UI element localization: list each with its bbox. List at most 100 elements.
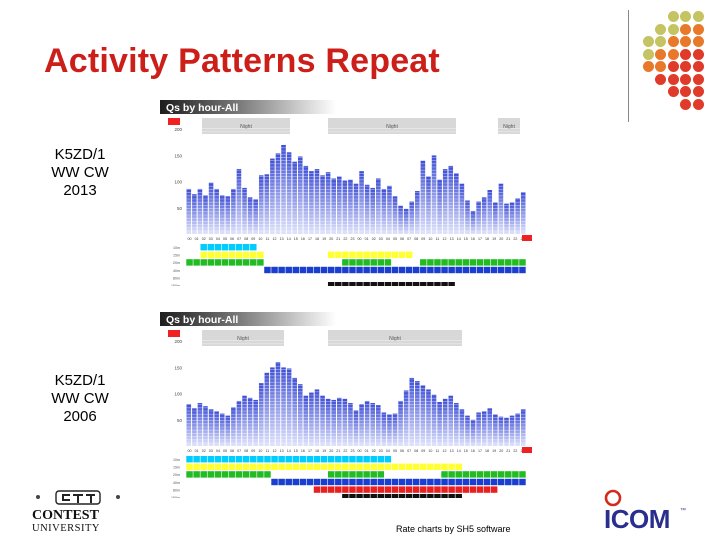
band-cell <box>377 282 385 286</box>
band-cell <box>441 259 448 266</box>
band-cell <box>398 251 406 258</box>
decorative-dot <box>692 73 704 85</box>
band-cell <box>320 266 328 274</box>
x-tick-label: 07 <box>237 449 241 453</box>
band-cell <box>327 486 335 493</box>
band-cell <box>483 259 491 266</box>
band-cell <box>306 478 314 486</box>
band-cell <box>342 266 349 274</box>
band-cell <box>455 494 462 498</box>
band-cell <box>398 486 406 493</box>
decorative-dot <box>642 48 654 60</box>
band-cell <box>448 282 455 286</box>
rate-bar <box>331 178 336 234</box>
band-cell <box>505 259 512 266</box>
band-cell <box>363 266 370 274</box>
band-cell <box>448 266 455 274</box>
band-cell <box>512 478 519 486</box>
band-cell <box>377 486 385 493</box>
chart-title: Qs by hour-All <box>166 314 238 326</box>
decorative-dot <box>667 61 679 72</box>
band-cell <box>250 259 257 266</box>
band-cell <box>476 471 484 478</box>
decorative-dot <box>680 61 691 72</box>
rate-bar <box>448 165 454 234</box>
x-tick-label: 22 <box>343 449 347 453</box>
band-cell <box>427 282 434 286</box>
band-cell <box>427 478 434 486</box>
rate-bar <box>370 187 376 234</box>
band-cell <box>462 478 470 486</box>
rate-bar <box>498 416 504 446</box>
band-cell <box>235 259 243 266</box>
decorative-dot <box>667 23 679 35</box>
band-label: 80m <box>173 276 180 280</box>
chart-title: Qs by hour-All <box>166 102 238 114</box>
band-cell <box>193 471 200 478</box>
rate-bar <box>415 191 420 234</box>
x-tick-label: 08 <box>244 237 248 241</box>
band-cell <box>370 463 377 470</box>
rate-bar <box>270 367 275 446</box>
band-cell <box>469 259 477 266</box>
band-cell <box>221 463 229 470</box>
band-cell <box>242 463 250 470</box>
rate-bar <box>348 403 353 446</box>
rate-bar <box>203 406 208 446</box>
band-cell <box>434 478 441 486</box>
x-tick-label: 04 <box>216 449 220 453</box>
rate-bar <box>364 400 370 446</box>
x-tick-label: 13 <box>450 449 454 453</box>
band-cell <box>242 251 250 258</box>
night-label: Night <box>240 124 252 130</box>
band-cell <box>469 266 477 274</box>
band-cell <box>519 259 526 266</box>
band-cell <box>313 486 321 493</box>
x-tick-label: 02 <box>202 237 206 241</box>
band-cell <box>448 478 455 486</box>
band-cell <box>434 494 441 498</box>
band-cell <box>193 456 200 463</box>
rate-bar <box>342 180 348 234</box>
rate-bar <box>409 201 415 234</box>
band-cell <box>271 478 278 486</box>
band-cell <box>214 456 222 463</box>
band-cell <box>412 478 420 486</box>
band-cell <box>398 478 406 486</box>
band-cell <box>505 478 512 486</box>
band-cell <box>327 463 335 470</box>
band-cell <box>235 244 243 251</box>
contest-university-logo: CONTEST UNIVERSITY <box>32 486 122 534</box>
decorative-dot <box>680 86 691 97</box>
x-tick-label: 15 <box>464 237 468 241</box>
x-tick-label: 09 <box>421 449 425 453</box>
rate-bar <box>431 155 437 234</box>
band-cell <box>356 266 363 274</box>
decorative-dot <box>655 36 666 47</box>
band-cell <box>412 463 420 470</box>
band-cell <box>384 251 392 258</box>
x-tick-label: 15 <box>464 449 468 453</box>
band-cell <box>228 251 236 258</box>
rate-bar <box>236 400 242 446</box>
x-tick-label: 18 <box>485 449 489 453</box>
y-tick-label: 100 <box>174 180 182 185</box>
x-tick-label: 12 <box>443 449 447 453</box>
band-cell <box>398 266 406 274</box>
x-tick-label: 13 <box>450 237 454 241</box>
rate-bar <box>359 404 364 446</box>
band-cell <box>434 282 441 286</box>
band-cell <box>448 463 455 470</box>
band-cell <box>349 266 356 274</box>
band-cell <box>462 471 470 478</box>
icom-logo-text: ICOM <box>604 504 670 534</box>
band-cell <box>250 456 257 463</box>
rate-bar <box>515 198 520 234</box>
night-band <box>328 118 456 134</box>
rate-bar <box>504 417 509 446</box>
rate-bar <box>214 411 219 446</box>
band-cell <box>342 471 349 478</box>
band-cell <box>200 456 207 463</box>
